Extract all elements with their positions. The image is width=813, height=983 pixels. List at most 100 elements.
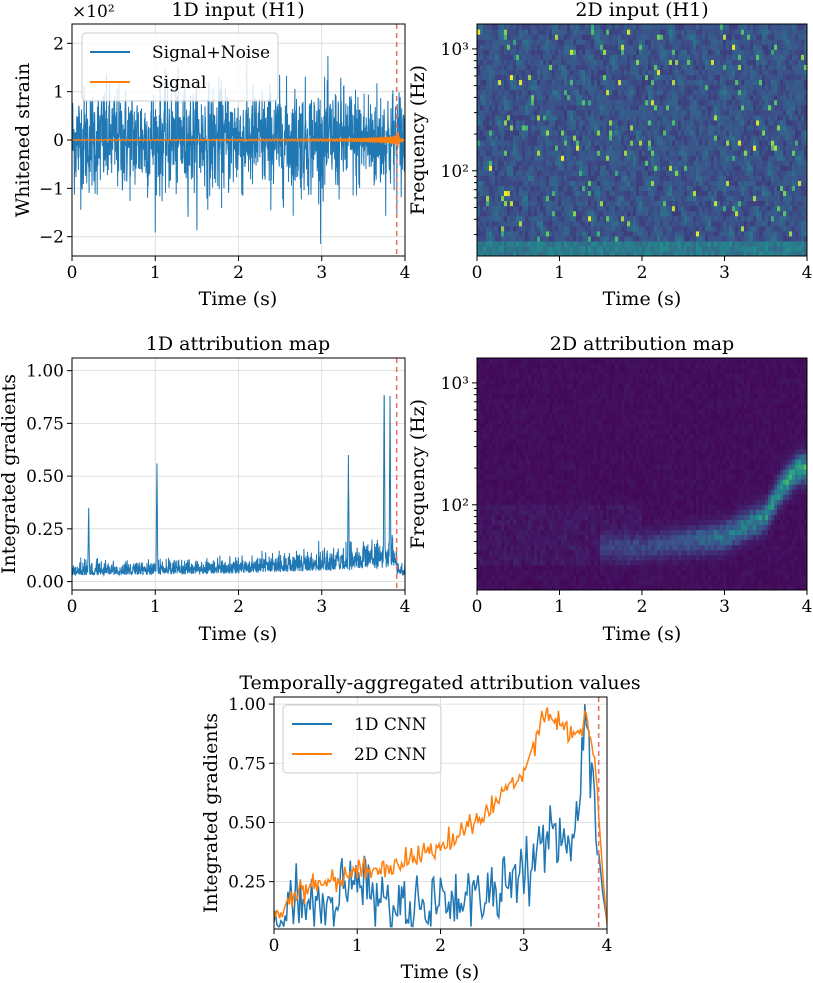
p2-heat-cell: [657, 175, 661, 181]
p2-heat-cell: [621, 59, 625, 65]
p2-heat-cell: [663, 39, 667, 45]
p2-heat-cell: [780, 160, 784, 166]
p2-heat-cell: [681, 99, 685, 106]
p2-heat-cell: [771, 155, 775, 161]
p2-heat-cell: [771, 29, 775, 35]
p2-heat-cell: [639, 170, 643, 176]
p2-heat-cell: [600, 225, 604, 232]
p2-heat-cell: [696, 109, 700, 116]
p2-heat-cell: [543, 175, 547, 181]
p1-xtick-label-3: 3: [316, 263, 327, 283]
p2-heat-cell: [543, 114, 547, 121]
p2-heat-cell: [741, 225, 745, 232]
p2-heat-cell: [645, 210, 649, 217]
p2-heat-cell: [606, 129, 610, 136]
p2-heat-cell: [804, 89, 807, 96]
p2-heat-cell: [690, 104, 694, 111]
p2-heat-cell: [537, 129, 541, 136]
p2-heat-cell: [510, 145, 514, 151]
p2-heat-cell: [618, 59, 622, 65]
p2-heat-cell: [540, 29, 544, 35]
p2-heat-cell: [774, 180, 778, 186]
p2-heat-cell: [513, 34, 517, 40]
p2-heat-cell: [669, 180, 673, 186]
p2-heat-cell: [651, 114, 655, 121]
p2-heat-cell: [675, 69, 679, 76]
p2-heat-cell: [657, 64, 661, 70]
p2-heat-cell: [516, 104, 520, 111]
p2-heat-cell: [615, 64, 619, 70]
p2-heat-cell: [726, 129, 730, 136]
p2-heat-cell: [765, 89, 769, 96]
p2-heat-cell: [702, 245, 706, 252]
p2-heat-cell: [768, 155, 772, 161]
p2-heat-cell: [603, 119, 607, 126]
p2-heat-cell: [585, 39, 589, 45]
p2-heat-cell: [720, 205, 724, 212]
p2-heat-cell: [489, 84, 493, 91]
p2-heat-cell: [801, 150, 805, 156]
p2-heat-cell: [759, 99, 763, 106]
p2-heat-cell: [801, 79, 805, 86]
p2-heat-cell: [732, 69, 736, 76]
p2-heat-cell: [798, 175, 802, 181]
p2-heat-cell: [708, 29, 712, 35]
p2-heat-cell: [720, 230, 724, 237]
p2-heat-cell: [714, 129, 718, 136]
p2-heat-cell: [696, 39, 700, 45]
p2-heat-cell: [744, 114, 748, 121]
p2-heat-cell: [801, 54, 805, 60]
p2-heat-cell: [684, 245, 688, 252]
p2-heat-cell: [585, 140, 589, 146]
p2-heat-cell: [711, 205, 715, 212]
p2-heat-cell: [720, 160, 724, 166]
p2-heat-cell: [729, 39, 733, 45]
p2-heat-cell: [507, 210, 511, 217]
p2-heat-cell: [552, 215, 556, 222]
p2-heat-cell: [525, 119, 529, 126]
p2-heat-cell: [723, 220, 727, 227]
p2-heat-cell: [573, 129, 577, 136]
p2-heat-cell: [714, 215, 718, 222]
p2-heat-cell: [633, 145, 637, 151]
p2-heat-cell: [615, 210, 619, 217]
p2-heat-cell: [591, 34, 595, 40]
p2-heat-cell: [564, 235, 568, 242]
p2-heat-cell: [696, 190, 700, 197]
p2-heat-cell: [582, 205, 586, 212]
p2-heat-cell: [600, 69, 604, 76]
p2-heat-cell: [555, 84, 559, 91]
p2-heat-cell: [741, 134, 745, 141]
p2-heat-cell: [567, 215, 571, 222]
p2-heat-cell: [513, 29, 517, 35]
p2-heat-cell: [678, 205, 682, 212]
p2-heat-cell: [747, 240, 751, 247]
p2-heat-cell: [522, 99, 526, 106]
p2-heat-cell: [576, 94, 580, 101]
p2-heat-cell: [777, 210, 781, 217]
p2-heat-cell: [648, 54, 652, 60]
p2-heat-cell: [600, 185, 604, 192]
p2-heat-cell: [630, 150, 634, 156]
p2-heat-cell: [504, 39, 508, 45]
p2-heat-cell: [789, 160, 793, 166]
p2-heat-cell: [531, 54, 535, 60]
p2-heat-cell: [687, 99, 691, 106]
p2-heat-cell: [735, 74, 739, 81]
p2-heat-cell: [606, 150, 610, 156]
p2-heat-cell: [525, 150, 529, 156]
p2-heat-cell: [771, 215, 775, 222]
p2-heat-cell: [672, 49, 676, 55]
p2-heat-cell: [489, 74, 493, 81]
p2-heat-cell: [588, 245, 592, 252]
p2-heat-cell: [792, 170, 796, 176]
p2-heat-cell: [531, 250, 535, 256]
p2-heat-cell: [753, 64, 757, 70]
p2-heat-cell: [519, 235, 523, 242]
p2-heat-cell: [747, 160, 751, 166]
p2-heat-cell: [513, 134, 517, 141]
p2-heat-cell: [756, 180, 760, 186]
p2-heat-cell: [489, 145, 493, 151]
p2-heat-cell: [669, 230, 673, 237]
p2-heat-cell: [798, 190, 802, 197]
